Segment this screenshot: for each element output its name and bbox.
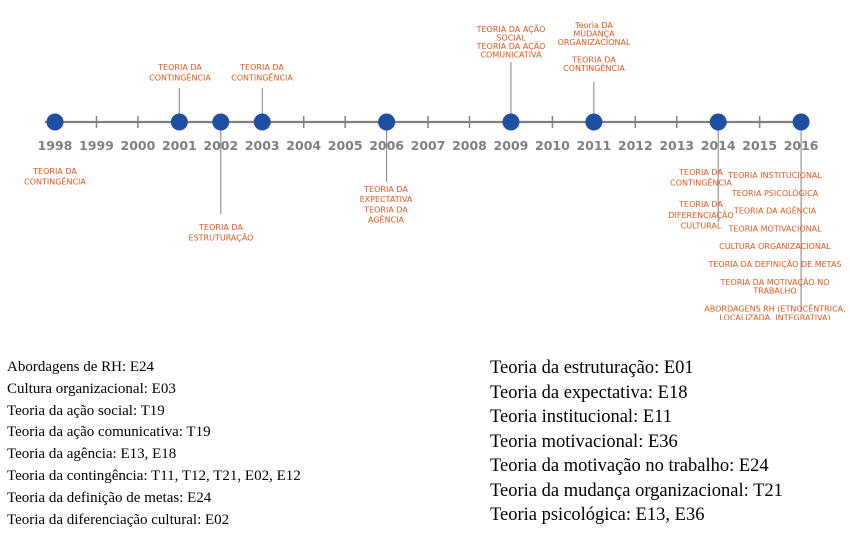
event-label-line: CONTINGÊNCIA: [149, 72, 211, 83]
legend-entry: Teoria da contingência: T11, T12, T21, E…: [7, 467, 301, 484]
year-label-2005: 2005: [328, 138, 363, 153]
event-label-line: SOCIAL: [496, 34, 526, 43]
event-label-line: EXPECTATIVA: [360, 195, 413, 204]
event-label-line: CULTURA ORGANIZACIONAL: [719, 242, 831, 251]
event-label-line: CULTURAL: [681, 222, 722, 231]
timeline-diagram: 1998 1999 2000 2001 2002 2003 2004 2005 2006 2007…: [24, 21, 846, 320]
event-label-line: CONTINGÊNCIA: [24, 176, 86, 187]
event-dot-2009: [502, 113, 520, 131]
legend-right: Teoria da estruturação: E01 Teoria da exp…: [490, 356, 783, 528]
event-label-line: TEORIA DA MOTIVAÇÃO NO: [720, 277, 830, 287]
year-label-2008: 2008: [452, 138, 487, 153]
year-label-2011: 2011: [576, 138, 611, 153]
event-label-2014: TEORIA DA CONTINGÊNCIA TEORIA DA DIFERENCI…: [668, 168, 733, 231]
event-label-line: TEORIA MOTIVACIONAL: [727, 224, 822, 233]
year-label-2000: 2000: [121, 138, 156, 153]
year-label-2010: 2010: [535, 138, 570, 153]
event-label-line: ESTRUTURAÇÃO: [189, 233, 254, 243]
event-dot-2002: [212, 113, 230, 131]
event-label-line: DIFERENCIAÇÃO: [668, 210, 733, 220]
event-label-line: TEORIA DA: [239, 63, 284, 72]
event-label-line: TEORIA DA: [571, 55, 616, 64]
event-dot-2014: [709, 113, 727, 131]
year-label-2009: 2009: [494, 138, 529, 153]
year-label-2013: 2013: [659, 138, 694, 153]
legend-entry: Abordagens de RH: E24: [7, 359, 155, 375]
event-label-2011: Teoria DA MUDANÇA ORGANIZACIONAL TEORIA DA…: [558, 21, 631, 73]
event-label-line: TEORIA DA AGÊNCIA: [733, 205, 817, 216]
event-label-line: AGÊNCIA: [368, 214, 405, 225]
legend-entry: Teoria da agência: E13, E18: [7, 446, 177, 463]
event-dot-2003: [253, 113, 271, 131]
event-label-line: TRABALHO: [752, 287, 796, 296]
event-label-2016: TEORIA INSTITUCIONAL TEORIA PSICOLÓGICA …: [704, 171, 845, 320]
event-label-line: CONTINGÊNCIA: [563, 62, 625, 73]
event-label-line: [774, 251, 777, 260]
event-label-line: ORGANIZACIONAL: [558, 38, 631, 47]
legend-entry: Teoria da mudança organizacional: T21: [490, 480, 783, 501]
year-label-1999: 1999: [79, 138, 114, 153]
year-label-2004: 2004: [286, 138, 321, 153]
event-dot-1998: [46, 113, 64, 131]
event-label-line: TEORIA DA DEFINIÇÃO DE METAS: [707, 259, 841, 269]
event-label-line: CONTINGÊNCIA: [670, 177, 732, 188]
event-label-line: [700, 189, 703, 198]
legend-entry: Teoria psicológica: E13, E36: [490, 505, 705, 525]
event-label-line: TEORIA DA AÇÃO: [476, 24, 546, 34]
event-label-line: TEORIA DA: [157, 63, 202, 72]
event-label-line: TEORIA PSICOLÓGICA: [731, 187, 819, 198]
event-label-line: [774, 269, 777, 278]
legend-entry: Teoria da ação social: T19: [7, 402, 165, 419]
legend-entry: Teoria da estruturação: E01: [490, 358, 694, 378]
legend-entry: Teoria da definição de metas: E24: [7, 489, 212, 506]
event-label-line: TEORIA DA: [678, 200, 723, 209]
event-label-line: [774, 296, 777, 305]
event-label-line: TEORIA DA AÇÃO: [476, 41, 546, 51]
event-label-line: TEORIA DA: [32, 167, 77, 176]
event-label-2009: TEORIA DA AÇÃO SOCIAL TEORIA DA AÇÃO COMUNI…: [476, 24, 546, 60]
legend-entry: Teoria institucional: E11: [490, 407, 672, 427]
event-label-2003: TEORIA DA CONTINGÊNCIA: [231, 63, 293, 83]
year-label-2001: 2001: [162, 138, 197, 153]
event-dot-2006: [378, 113, 396, 131]
event-label-line: TEORIA INSTITUCIONAL: [727, 171, 822, 180]
event-label-line: [774, 198, 777, 207]
year-label-2007: 2007: [411, 138, 446, 153]
event-label-1998: TEORIA DA CONTINGÊNCIA: [24, 167, 86, 187]
event-label-line: MUDANÇA: [573, 30, 615, 39]
event-dot-2016: [792, 113, 810, 131]
legend-entry: Teoria da expectativa: E18: [490, 382, 688, 403]
event-dot-2011: [585, 113, 603, 131]
year-label-2015: 2015: [742, 138, 777, 153]
event-label-line: [774, 233, 777, 242]
legend-entry: Teoria motivacional: E36: [490, 431, 678, 452]
event-label-line: TEORIA DA: [363, 185, 408, 194]
legend-entry: Teoria da motivação no trabalho: E24: [490, 456, 769, 476]
event-label-2002: TEORIA DA ESTRUTURAÇÃO: [189, 223, 254, 243]
event-label-line: [774, 216, 777, 225]
year-label-2003: 2003: [245, 138, 280, 153]
year-label-2012: 2012: [618, 138, 653, 153]
event-label-line: TEORIA DA: [363, 205, 408, 214]
event-label-2006: TEORIA DA EXPECTATIVA TEORIA DA AGÊNCIA: [360, 185, 413, 225]
year-label-1998: 1998: [38, 138, 73, 153]
legend-entry: Teoria da ação comunicativa: T19: [7, 424, 211, 441]
legend-entry: Teoria da diferenciação cultural: E02: [7, 511, 230, 528]
event-label-2001: TEORIA DA CONTINGÊNCIA: [149, 63, 211, 83]
event-label-line: Teoria DA: [574, 21, 613, 30]
event-label-line: ABORDAGENS RH (ETNOCÊNTRICA,: [704, 303, 845, 314]
event-dot-2001: [170, 113, 188, 131]
event-label-line: LOCALIZADA, INTEGRATIVA): [719, 313, 830, 320]
event-label-line: TEORIA DA: [678, 168, 723, 177]
event-label-line: COMUNICATIVA: [480, 51, 542, 60]
event-label-line: TEORIA DA: [198, 223, 243, 232]
legend-left: Abordagens de RH: E24 Cultura organizacio…: [7, 357, 301, 531]
event-label-line: CONTINGÊNCIA: [231, 72, 293, 83]
legend-entry: Cultura organizacional: E03: [7, 380, 176, 397]
event-label-line: [774, 180, 777, 189]
